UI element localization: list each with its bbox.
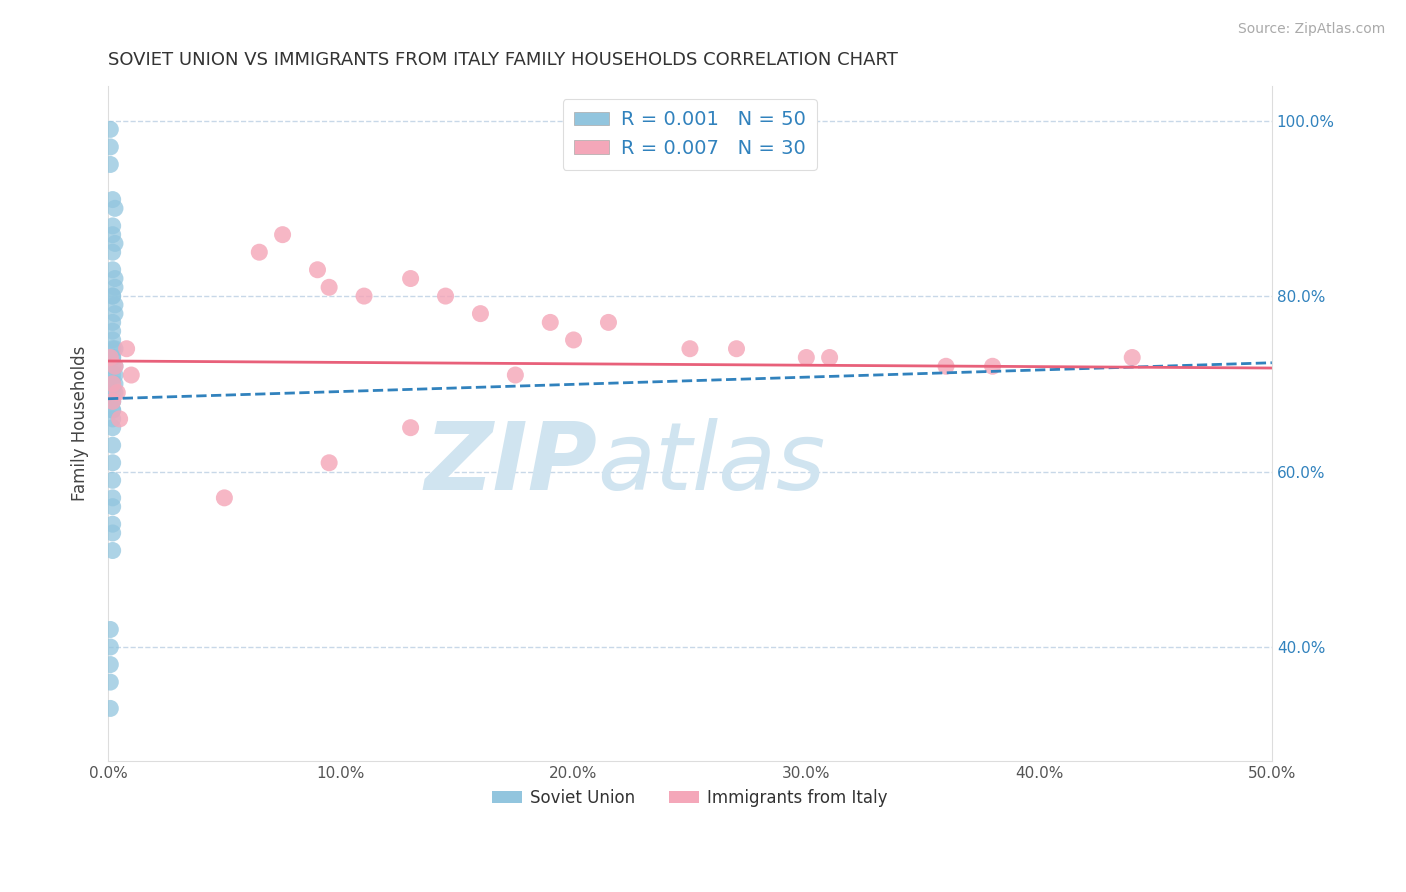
Point — [101, 420, 124, 434]
Point — [101, 193, 124, 207]
Point — [399, 271, 422, 285]
Point — [101, 456, 124, 470]
Point — [101, 315, 124, 329]
Point — [101, 376, 124, 391]
Point — [98, 657, 121, 672]
Point — [725, 342, 748, 356]
Point — [101, 351, 124, 365]
Point — [105, 385, 128, 400]
Text: Source: ZipAtlas.com: Source: ZipAtlas.com — [1237, 22, 1385, 37]
Point — [101, 351, 124, 365]
Point — [101, 342, 124, 356]
Point — [101, 394, 124, 409]
Point — [562, 333, 585, 347]
Point — [214, 491, 236, 505]
Point — [101, 394, 124, 409]
Point — [104, 298, 127, 312]
Point — [470, 307, 492, 321]
Point — [399, 420, 422, 434]
Point — [115, 342, 138, 356]
Point — [318, 456, 340, 470]
Text: ZIP: ZIP — [425, 417, 596, 510]
Point — [101, 491, 124, 505]
Point — [679, 342, 702, 356]
Point — [353, 289, 375, 303]
Point — [101, 219, 124, 233]
Point — [247, 245, 270, 260]
Point — [101, 543, 124, 558]
Point — [104, 342, 127, 356]
Legend: Soviet Union, Immigrants from Italy: Soviet Union, Immigrants from Italy — [485, 782, 894, 814]
Point — [98, 157, 121, 171]
Point — [1121, 351, 1143, 365]
Point — [101, 227, 124, 242]
Point — [101, 403, 124, 417]
Point — [434, 289, 457, 303]
Text: SOVIET UNION VS IMMIGRANTS FROM ITALY FAMILY HOUSEHOLDS CORRELATION CHART: SOVIET UNION VS IMMIGRANTS FROM ITALY FA… — [108, 51, 898, 69]
Point — [98, 351, 121, 365]
Point — [101, 333, 124, 347]
Point — [101, 262, 124, 277]
Point — [101, 376, 124, 391]
Point — [101, 368, 124, 382]
Point — [307, 262, 329, 277]
Point — [98, 623, 121, 637]
Point — [271, 227, 294, 242]
Point — [104, 307, 127, 321]
Point — [101, 403, 124, 417]
Point — [104, 236, 127, 251]
Point — [98, 675, 121, 690]
Y-axis label: Family Households: Family Households — [72, 345, 89, 501]
Point — [108, 412, 131, 426]
Point — [104, 376, 127, 391]
Point — [101, 324, 124, 338]
Point — [598, 315, 620, 329]
Point — [98, 140, 121, 154]
Point — [101, 525, 124, 540]
Point — [104, 359, 127, 374]
Point — [101, 473, 124, 487]
Point — [101, 289, 124, 303]
Point — [981, 359, 1004, 374]
Point — [505, 368, 527, 382]
Point — [104, 385, 127, 400]
Point — [101, 438, 124, 452]
Point — [120, 368, 142, 382]
Point — [98, 122, 121, 136]
Point — [101, 245, 124, 260]
Text: atlas: atlas — [596, 418, 825, 509]
Point — [98, 701, 121, 715]
Point — [101, 394, 124, 409]
Point — [101, 289, 124, 303]
Point — [538, 315, 561, 329]
Point — [818, 351, 841, 365]
Point — [104, 271, 127, 285]
Point — [101, 412, 124, 426]
Point — [104, 368, 127, 382]
Point — [794, 351, 817, 365]
Point — [104, 280, 127, 294]
Point — [98, 640, 121, 654]
Point — [318, 280, 340, 294]
Point — [101, 500, 124, 514]
Point — [101, 517, 124, 532]
Point — [101, 359, 124, 374]
Point — [104, 202, 127, 216]
Point — [104, 359, 127, 374]
Point — [101, 385, 124, 400]
Point — [935, 359, 957, 374]
